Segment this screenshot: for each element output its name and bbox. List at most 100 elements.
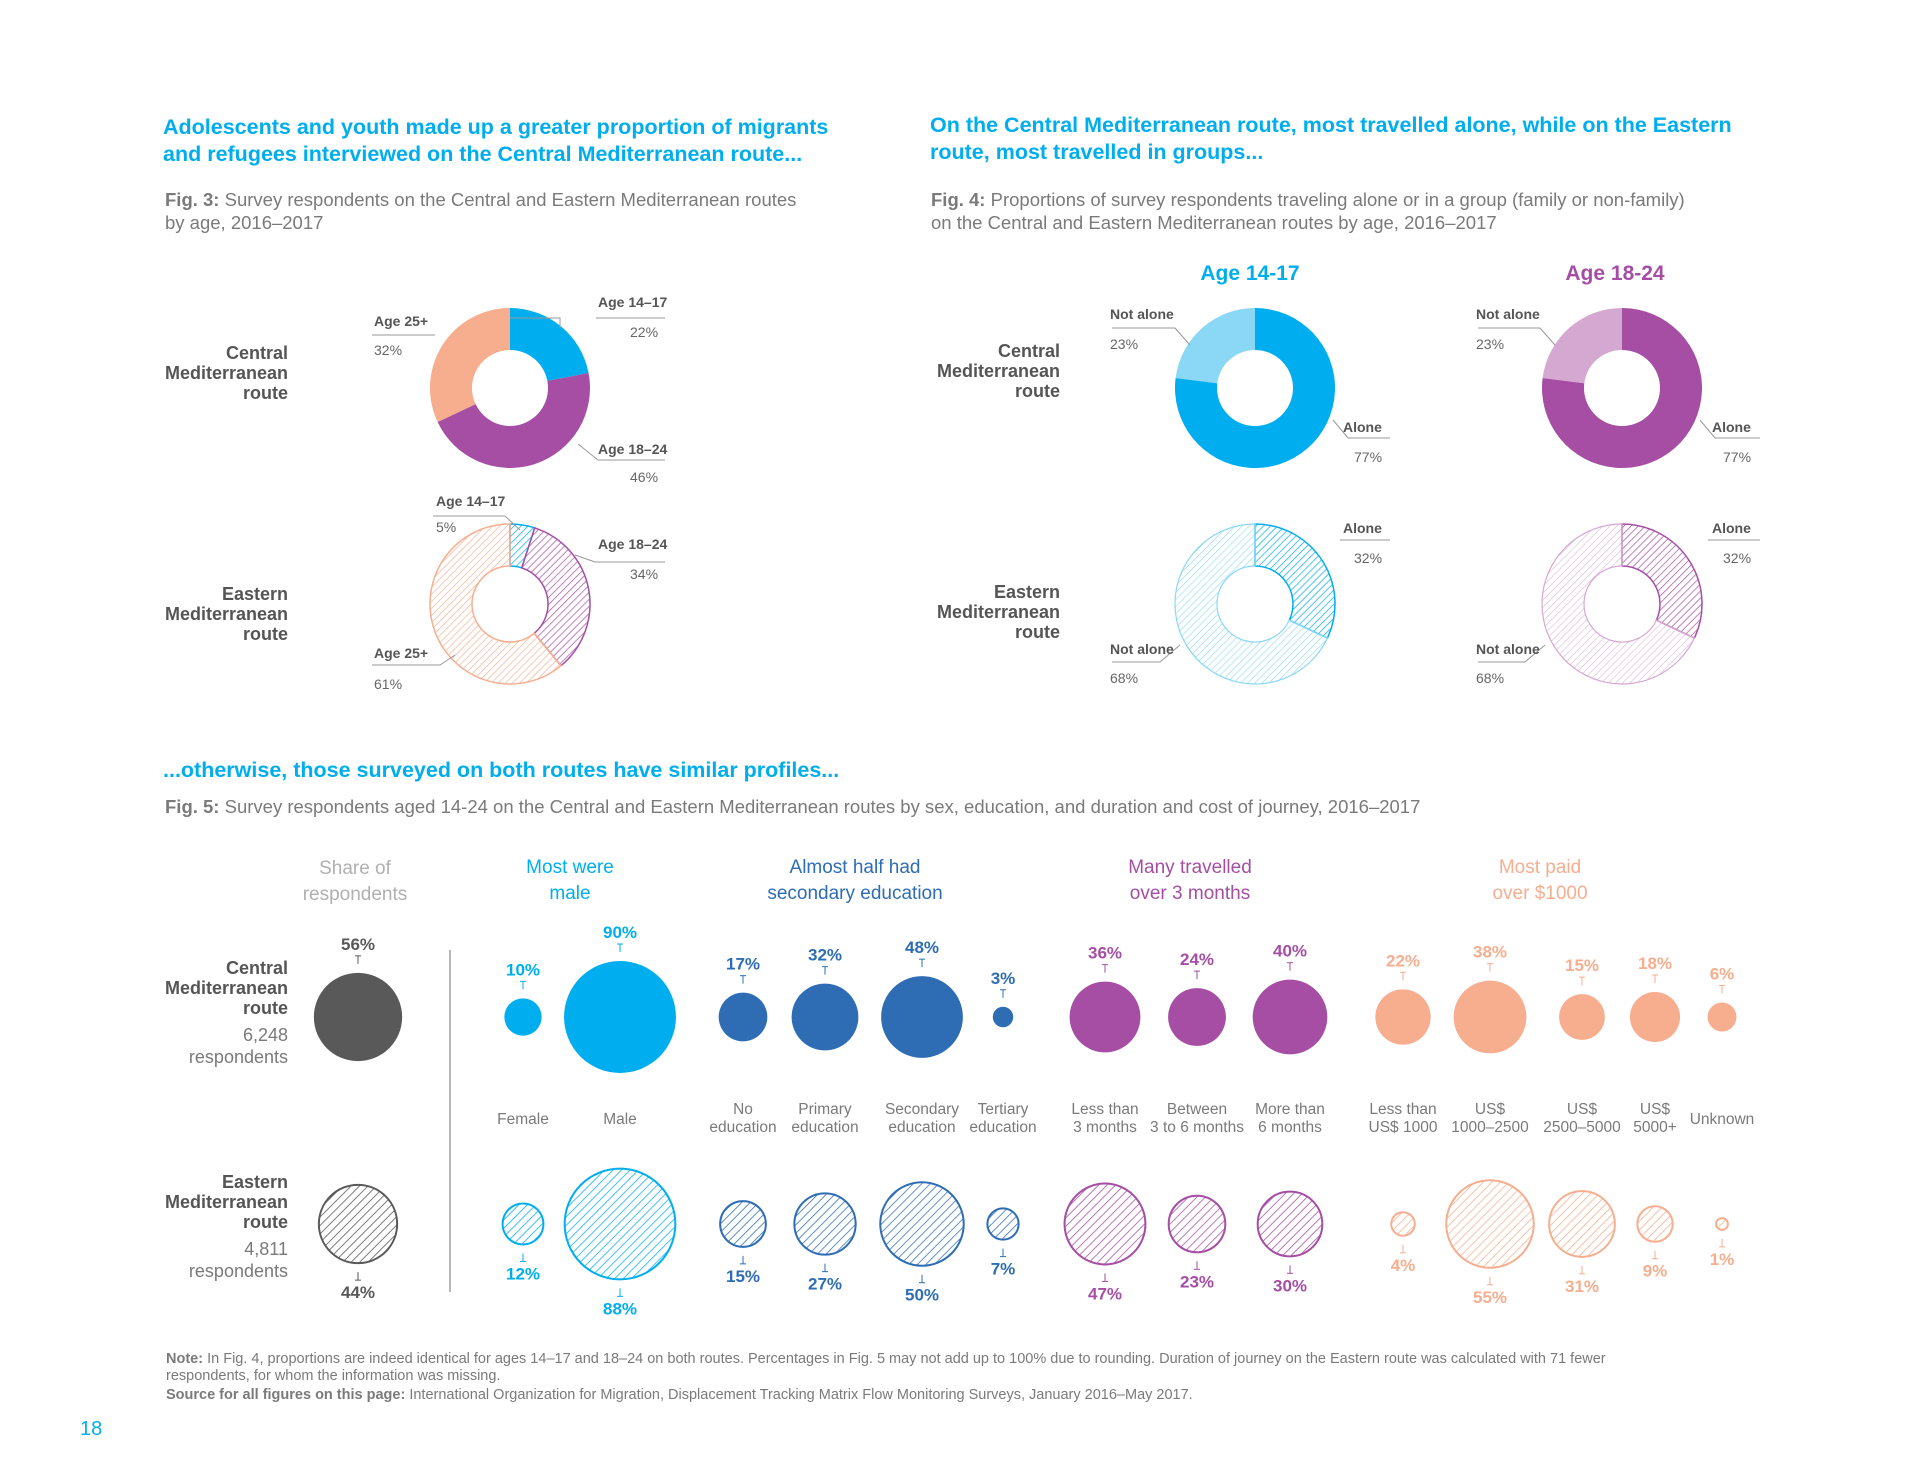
fig4-b-e-alone-label: Alone <box>1712 520 1751 536</box>
fig3-central-age1824-slice <box>437 373 591 469</box>
fig5-duration-title: Many travelled over 3 months <box>1128 857 1252 904</box>
fig4-age1417-eastern-alone-slice <box>1254 523 1336 640</box>
fig3-e-age1417-label: Age 14–17 <box>436 493 506 509</box>
fig4-b-c-alone-label: Alone <box>1712 419 1751 435</box>
central-bubble <box>718 992 768 1042</box>
eastern-value-label: 1% <box>1710 1250 1735 1269</box>
fig4-age-1417-title: Age 14-17 <box>1200 262 1300 285</box>
fig5-education-title: Almost half had secondary education <box>767 857 943 904</box>
eastern-bubble <box>1715 1217 1729 1231</box>
fig4-a-e-notalone-value: 68% <box>1110 670 1139 686</box>
note-line-2: respondents, for whom the information wa… <box>166 1368 501 1384</box>
eastern-value-label: 55% <box>1473 1288 1507 1307</box>
eastern-value-label: 44% <box>341 1283 375 1302</box>
fig3-heading-line-1: Adolescents and youth made up a greater … <box>163 115 829 139</box>
central-bubble <box>1168 988 1226 1046</box>
fig4-age1417-central-notalone-slice <box>1175 308 1255 384</box>
category-label: US$ 2500–5000 <box>1543 1101 1621 1136</box>
fig3-caption: Fig. 3: Survey respondents on the Centra… <box>165 188 925 234</box>
fig3-c-age1824-label: Age 18–24 <box>598 441 668 457</box>
fig4-age1417-eastern-notalone-slice <box>1174 523 1329 685</box>
eastern-bubble <box>1063 1182 1147 1266</box>
category-label: More than 6 months <box>1255 1101 1325 1136</box>
central-value-label: 40% <box>1273 942 1307 961</box>
category-label: Male <box>603 1111 637 1128</box>
central-bubble <box>1375 989 1431 1045</box>
fig3-central-age1417-slice <box>510 308 589 381</box>
fig3-heading: Adolescents and youth made up a greater … <box>163 114 828 168</box>
fig4-b-e-notalone-label: Not alone <box>1476 641 1540 657</box>
leader-line <box>1332 419 1390 439</box>
eastern-value-label: 27% <box>808 1275 842 1294</box>
central-value-label: 22% <box>1386 951 1420 970</box>
central-value-label: 56% <box>341 935 375 954</box>
central-bubble <box>313 972 403 1062</box>
fig3-central-age25-slice <box>430 308 510 423</box>
central-bubble <box>1559 994 1605 1040</box>
eastern-value-label: 9% <box>1643 1262 1668 1281</box>
central-bubble <box>1629 991 1681 1043</box>
leader-line <box>1112 327 1191 346</box>
central-value-label: 24% <box>1180 950 1214 969</box>
fig3-e-age1824-value: 34% <box>630 566 659 582</box>
leader-line <box>1699 419 1760 439</box>
fig4-age-1824-title: Age 18-24 <box>1565 262 1665 285</box>
central-bubble <box>1453 980 1527 1054</box>
fig3-c-age25-label: Age 25+ <box>374 313 429 329</box>
fig4-a-e-alone-label: Alone <box>1343 520 1382 536</box>
fig3-central-route-label: Central Mediterranean route <box>164 343 288 403</box>
eastern-bubble <box>1256 1190 1324 1258</box>
eastern-bubble <box>793 1192 857 1256</box>
central-bubble <box>1069 981 1141 1053</box>
fig4-caption-label: Fig. 4: <box>931 189 986 210</box>
fig3-caption-label: Fig. 3: <box>165 189 220 210</box>
eastern-bubble <box>1390 1211 1416 1237</box>
fig3-eastern-age1824-slice <box>520 526 591 667</box>
central-value-label: 15% <box>1565 956 1599 975</box>
central-bubble <box>504 998 542 1036</box>
eastern-bubble <box>1445 1179 1535 1269</box>
note: Note: In Fig. 4, proportions are indeed … <box>166 1351 1746 1404</box>
fig3-e-age1824-label: Age 18–24 <box>598 536 668 552</box>
category-label: Tertiary education <box>969 1101 1036 1136</box>
eastern-bubble <box>1636 1205 1674 1243</box>
donut-charts <box>372 308 1760 685</box>
eastern-bubble <box>719 1200 767 1248</box>
central-bubble <box>564 961 676 1073</box>
category-label: Secondary education <box>885 1101 959 1136</box>
fig4-a-c-alone-value: 77% <box>1354 449 1383 465</box>
fig3-c-age25-value: 32% <box>374 342 403 358</box>
fig5-caption-text: Survey respondents aged 14-24 on the Cen… <box>219 796 1421 817</box>
leader-line <box>574 554 665 563</box>
leader-line <box>372 654 456 666</box>
eastern-value-label: 7% <box>991 1260 1016 1279</box>
eastern-value-label: 30% <box>1273 1276 1307 1295</box>
central-bubble <box>881 976 963 1058</box>
central-value-label: 6% <box>1710 965 1735 984</box>
fig4-caption: Fig. 4: Proportions of survey respondent… <box>931 188 1831 234</box>
fig5-central-route-label: Central Mediterranean route 6,248 responden… <box>130 958 288 1068</box>
fig3-c-age1417-value: 22% <box>630 324 659 340</box>
leader-line <box>1478 327 1556 346</box>
eastern-value-label: 31% <box>1565 1277 1599 1296</box>
eastern-value-label: 88% <box>603 1299 637 1318</box>
eastern-bubble <box>879 1181 965 1267</box>
leader-line <box>433 515 521 531</box>
note-label: Note: <box>166 1351 204 1367</box>
category-label: Female <box>497 1111 549 1128</box>
fig5-share-title: Share of respondents <box>302 858 408 905</box>
eastern-value-label: 47% <box>1088 1284 1122 1303</box>
fig4-eastern-route-label: Eastern Mediterranean route <box>936 582 1060 642</box>
fig3-caption-line-2: by age, 2016–2017 <box>165 212 324 233</box>
fig4-a-e-notalone-label: Not alone <box>1110 641 1174 657</box>
fig4-b-c-notalone-value: 23% <box>1476 336 1505 352</box>
fig3-eastern-route-label: Eastern Mediterranean route <box>164 584 288 644</box>
leader-line <box>510 317 561 328</box>
page-number: 18 <box>80 1418 103 1440</box>
eastern-bubble <box>501 1202 545 1246</box>
central-value-label: 48% <box>905 938 939 957</box>
fig3-e-age25-value: 61% <box>374 676 403 692</box>
central-value-label: 90% <box>603 923 637 942</box>
fig4-b-e-notalone-value: 68% <box>1476 670 1505 686</box>
fig4-a-c-notalone-value: 23% <box>1110 336 1139 352</box>
